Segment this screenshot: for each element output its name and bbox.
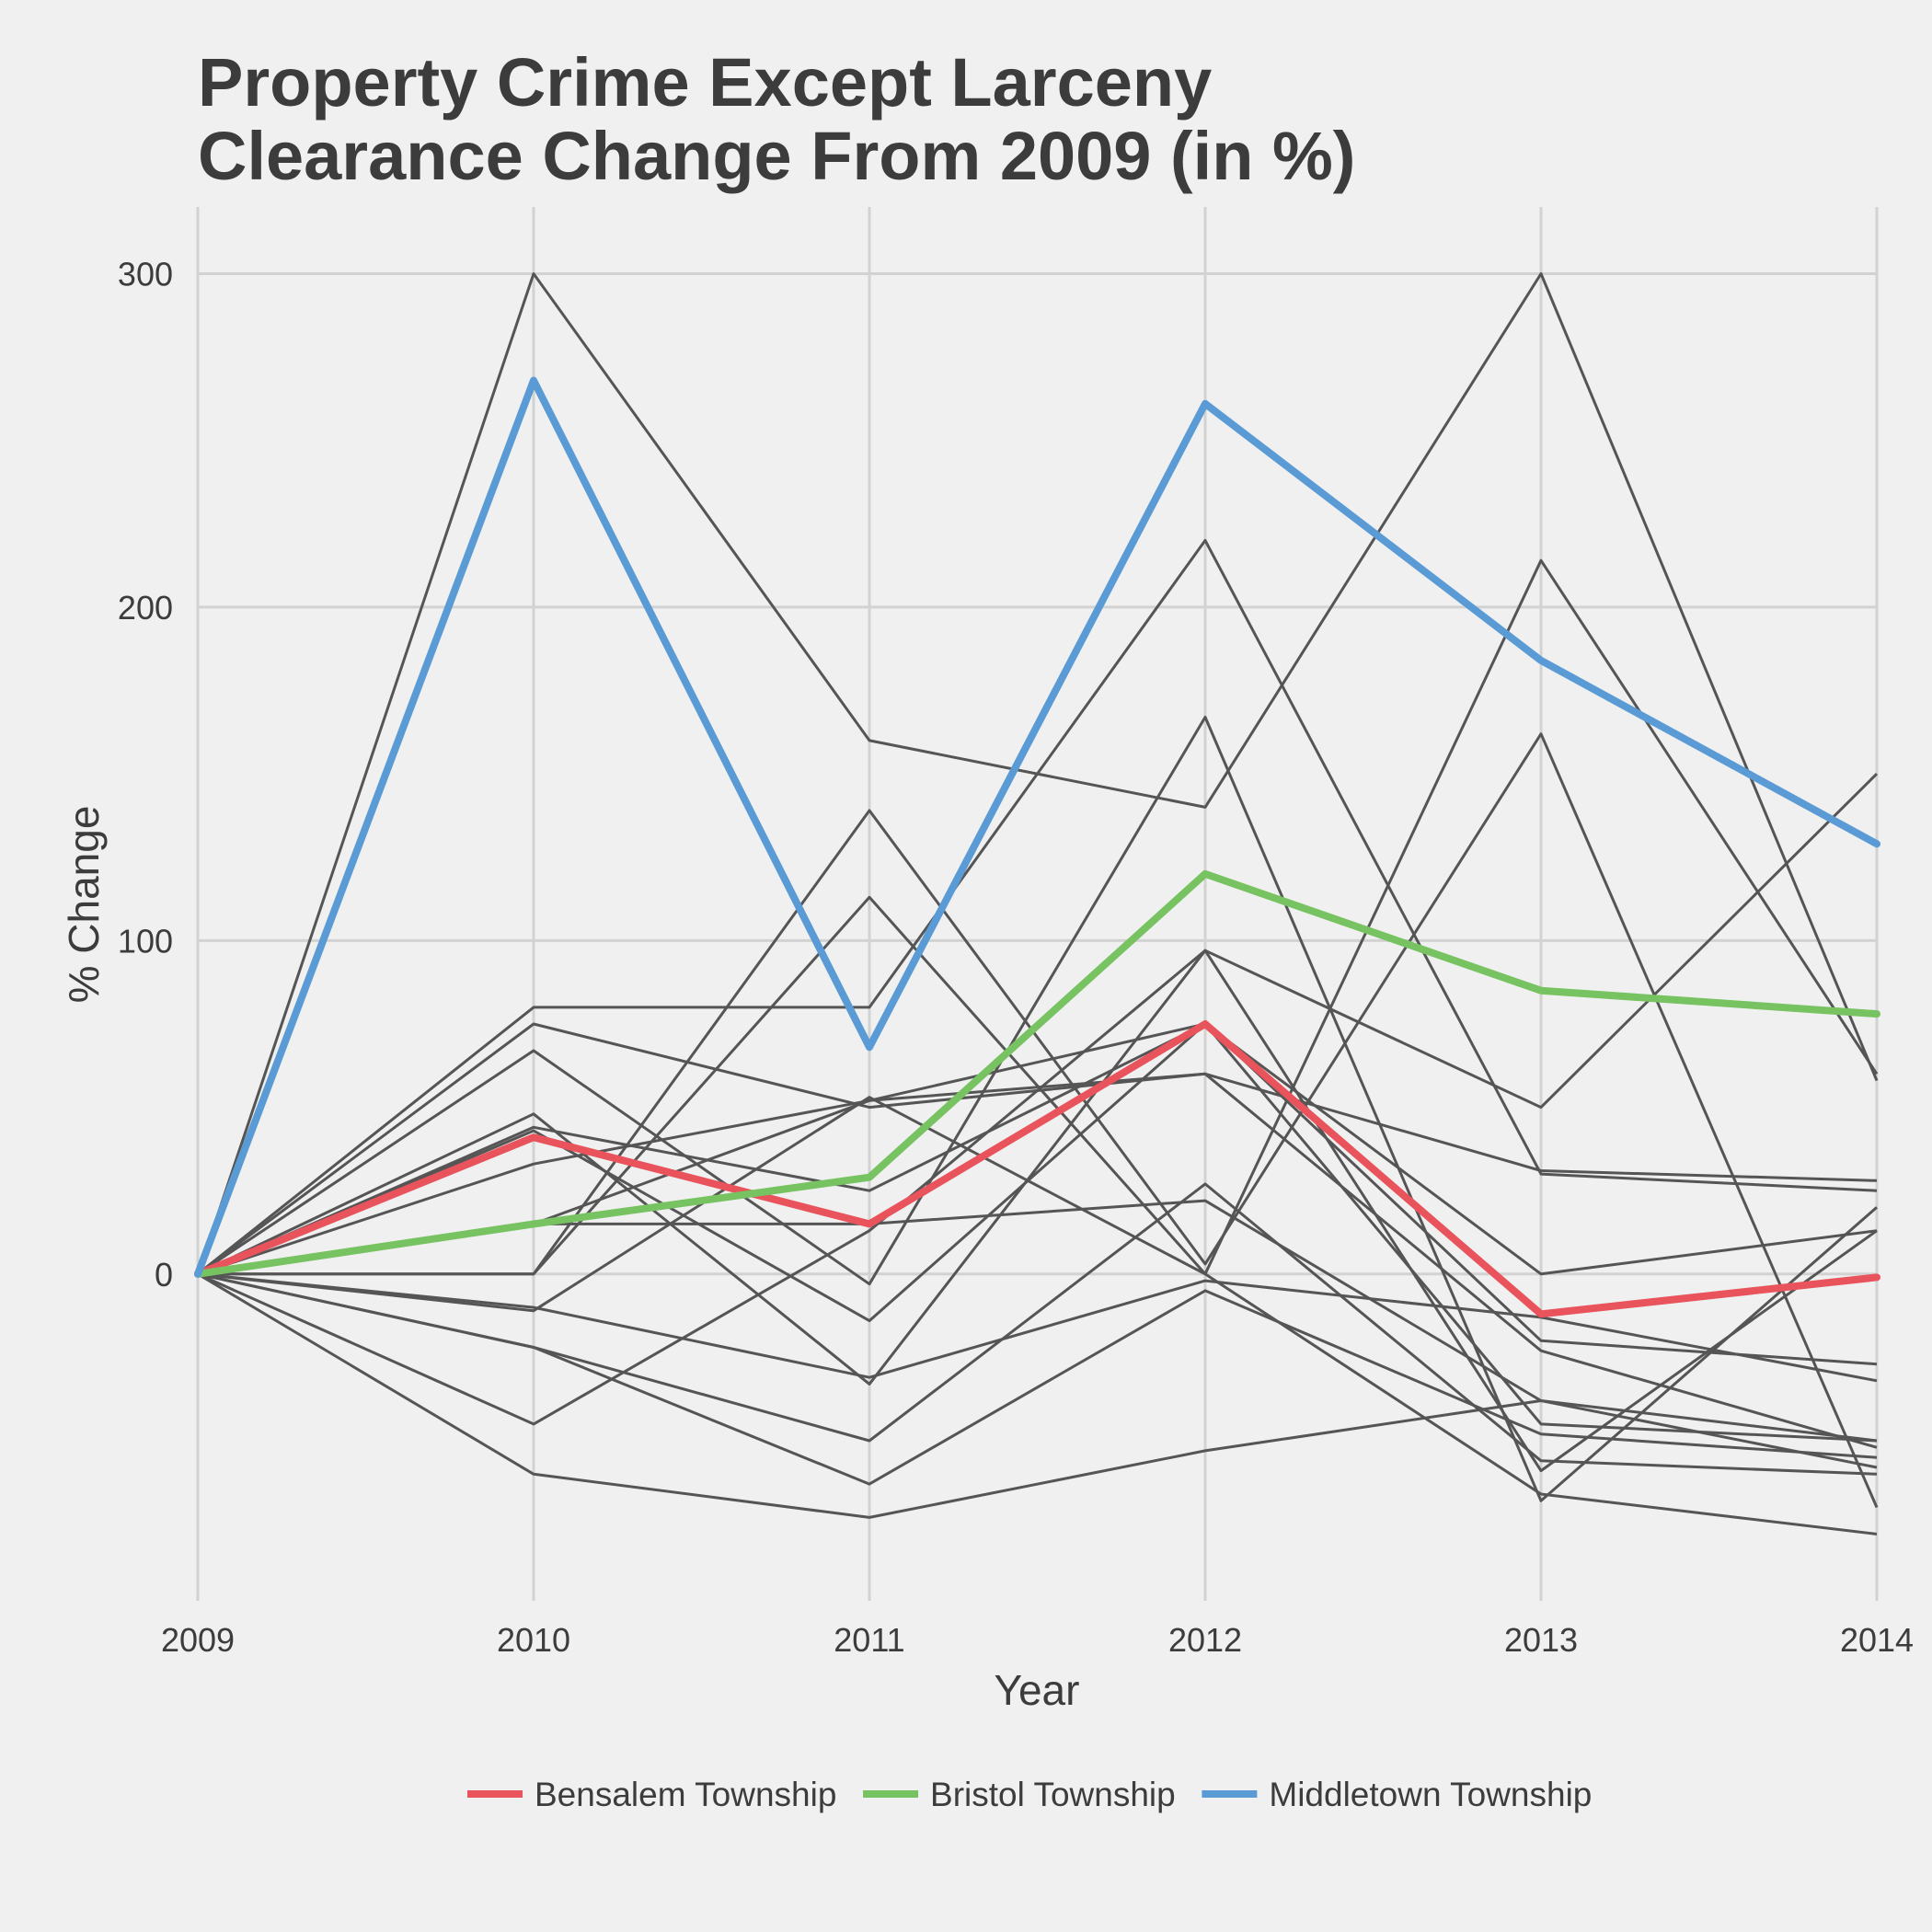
y-tick-label: 300	[118, 255, 173, 293]
legend-label-middletown-township: Middletown Township	[1269, 1776, 1592, 1813]
legend-label-bristol-township: Bristol Township	[930, 1776, 1176, 1813]
series-line-middletown-township	[194, 376, 1880, 1278]
tick-labels: 2009 2010 2011 2012 2013 2014 0 100 200 300	[118, 255, 1914, 1659]
background-series-line	[197, 773, 1879, 1426]
background-series-line	[197, 538, 1878, 1275]
x-tick-label: 2009	[161, 1621, 235, 1659]
chart-title-line-2: Clearance Change From 2009 (in %)	[198, 118, 1355, 194]
chart-title-line-1: Property Crime Except Larceny	[198, 44, 1212, 121]
x-tick-label: 2011	[834, 1621, 904, 1659]
y-axis-label: % Change	[60, 806, 108, 1004]
background-series-line	[197, 1022, 1878, 1366]
background-series-line	[197, 1272, 1878, 1486]
series-line-bensalem-township	[194, 1020, 1880, 1318]
x-tick-label: 2013	[1504, 1621, 1578, 1659]
legend-label-bensalem-township: Bensalem Township	[535, 1776, 836, 1813]
x-axis-label: Year	[995, 1666, 1080, 1714]
background-series-line	[197, 949, 1878, 1473]
y-tick-label: 100	[118, 922, 173, 960]
background-series-group	[196, 272, 1879, 1535]
background-series-line	[197, 1272, 1878, 1519]
background-series-line	[197, 1022, 1878, 1276]
y-tick-label: 0	[155, 1256, 173, 1294]
background-series-line	[197, 1096, 1878, 1535]
x-tick-label: 2014	[1840, 1621, 1914, 1659]
background-series-line	[197, 716, 1878, 1502]
x-tick-label: 2010	[497, 1621, 570, 1659]
background-series-line	[198, 732, 1879, 1509]
legend: Bensalem Township Bristol Township Middlet…	[467, 1776, 1592, 1813]
background-series-line	[197, 1072, 1878, 1449]
gridlines	[196, 207, 1879, 1601]
highlighted-series-group	[194, 376, 1880, 1318]
background-series-line	[197, 1022, 1878, 1443]
x-tick-label: 2012	[1168, 1621, 1242, 1659]
series-line-bristol-township	[194, 869, 1880, 1278]
background-series-line	[197, 1272, 1878, 1383]
y-tick-label: 200	[118, 589, 173, 627]
